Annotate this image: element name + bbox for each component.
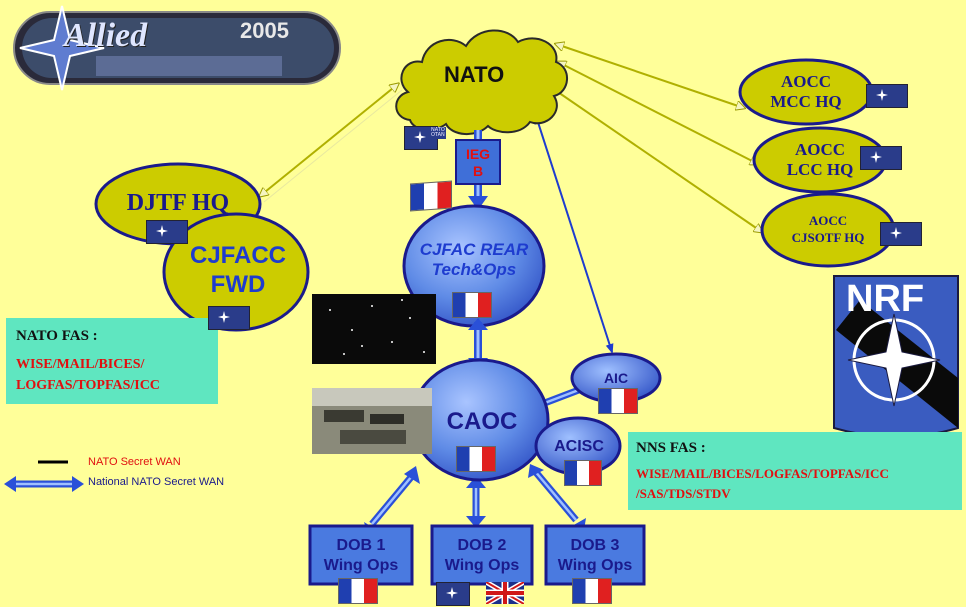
nato-flag-icon bbox=[880, 222, 922, 246]
caoc-label: CAOC bbox=[446, 408, 518, 435]
france-flag-icon bbox=[338, 578, 378, 604]
nato-wan-links bbox=[260, 44, 762, 232]
compass-star-icon bbox=[19, 5, 105, 91]
nns-fas-title: NNS FAS : bbox=[636, 440, 706, 456]
nato-flag-icon bbox=[146, 220, 188, 244]
france-flag-icon bbox=[564, 460, 602, 486]
nato-otan-tag: NATO OTAN bbox=[430, 127, 446, 139]
cjfac-rear-label: CJFAC REAR Tech&Ops bbox=[419, 240, 529, 279]
nato-flag-icon bbox=[866, 84, 908, 108]
link-nato-aic bbox=[534, 114, 614, 354]
uk-flag-icon bbox=[486, 582, 524, 604]
acisc-label: ACISC bbox=[554, 438, 604, 455]
nato-fas-title: NATO FAS : bbox=[16, 328, 98, 344]
nato-label: NATO bbox=[444, 62, 505, 87]
nato-flag-icon bbox=[436, 582, 470, 606]
dob1-box bbox=[308, 524, 414, 586]
ieg-box bbox=[455, 139, 501, 185]
nns-fas-box: NNS FAS : WISE/MAIL/BICES/LOGFAS/TOPFAS/… bbox=[628, 432, 962, 510]
nns-fas-list: WISE/MAIL/BICES/LOGFAS/TOPFAS/ICC/SAS/TD… bbox=[636, 466, 889, 502]
ieg-label: IEG B bbox=[465, 146, 491, 179]
nrf-label: NRF bbox=[846, 278, 925, 320]
aic-label: AIC bbox=[603, 370, 629, 386]
france-flag-icon bbox=[452, 292, 492, 318]
france-flag-icon bbox=[456, 446, 496, 472]
link-nato-cjsotf bbox=[552, 88, 762, 232]
aocc-lcc-label: AOCC LCC HQ bbox=[786, 140, 854, 180]
nato-flag-icon bbox=[208, 306, 250, 330]
france-flag-icon bbox=[572, 578, 612, 604]
starfield-image bbox=[312, 294, 436, 364]
dob2-box bbox=[430, 524, 534, 586]
nato-flag-icon bbox=[860, 146, 902, 170]
france-flag-icon bbox=[598, 388, 638, 414]
banner-logo-text: Allied bbox=[64, 17, 148, 54]
cjfacc-fwd-label: CJFACC FWD bbox=[189, 242, 286, 298]
legend-secret-label: NATO Secret WAN bbox=[88, 456, 181, 468]
nato-fas-box: NATO FAS : WISE/MAIL/BICES/LOGFAS/TOPFAS… bbox=[6, 318, 218, 404]
aocc-mcc-label: AOCC MCC HQ bbox=[770, 72, 842, 112]
link-nato-djtf bbox=[260, 84, 398, 196]
dob3-label: DOB 3 Wing Ops bbox=[557, 537, 633, 574]
france-flag-icon bbox=[410, 180, 452, 212]
banner-year: 2005 bbox=[240, 18, 289, 43]
cjfacc-fwd-node bbox=[162, 212, 310, 332]
aocc-cjsotf-label: AOCC CJSOTF HQ bbox=[791, 213, 865, 245]
dob1-label: DOB 1 Wing Ops bbox=[323, 537, 399, 574]
legend-national-label: National NATO Secret WAN bbox=[88, 476, 225, 488]
nato-fas-list: WISE/MAIL/BICES/LOGFAS/TOPFAS/ICC bbox=[16, 357, 160, 393]
dob2-label: DOB 2 Wing Ops bbox=[444, 537, 520, 574]
djtf-hq-label: DJTF HQ bbox=[126, 190, 230, 216]
allied-action-banner bbox=[13, 5, 341, 91]
